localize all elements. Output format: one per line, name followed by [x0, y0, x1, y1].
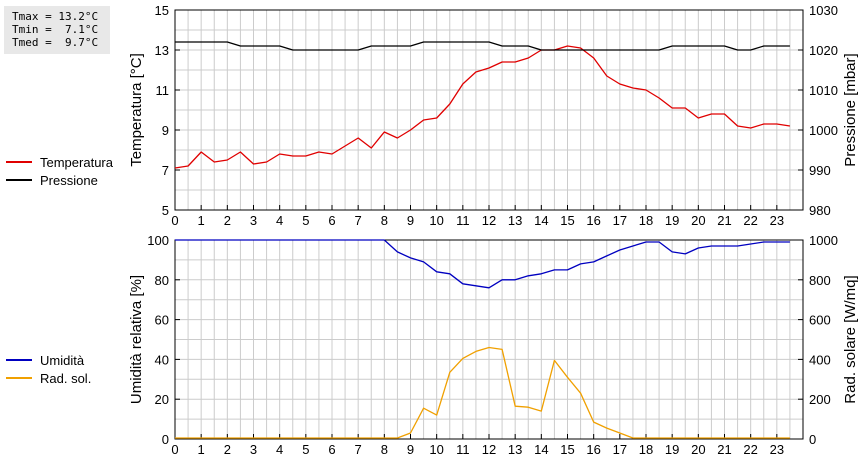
panel1-y2tick-label: 1030 — [809, 3, 838, 18]
panel1-xtick-label: 2 — [224, 213, 231, 228]
panel1-ylabel: Temperatura [°C] — [128, 53, 145, 167]
panel1-y2tick-label: 1000 — [809, 123, 838, 138]
panel1-xtick-label: 10 — [429, 213, 443, 228]
legend-item-pressione: Pressione — [6, 171, 113, 189]
panel1-ytick-label: 15 — [155, 3, 169, 18]
stats-tmax: Tmax = 13.2°C — [12, 10, 99, 23]
panel1-xtick-label: 8 — [381, 213, 388, 228]
series-line-pressione — [175, 41, 790, 51]
legend-item-umidita: Umidità — [6, 351, 91, 369]
panel2-xtick-label: 21 — [717, 442, 731, 457]
panel2-xtick-label: 22 — [743, 442, 757, 457]
panel1-y2tick-label: 1020 — [809, 43, 838, 58]
series-line-umidit — [175, 239, 790, 289]
panel2-xtick-label: 2 — [224, 442, 231, 457]
panel2-xtick-label: 0 — [171, 442, 178, 457]
panel2-xtick-label: 16 — [586, 442, 600, 457]
panel2-xtick-label: 20 — [691, 442, 705, 457]
panel1-ytick-label: 13 — [155, 43, 169, 58]
panel2-y2tick-label: 0 — [809, 432, 816, 447]
legend-swatch-radsol — [6, 377, 32, 379]
panel1-ytick-label: 11 — [156, 83, 170, 98]
panel2-xtick-label: 9 — [407, 442, 414, 457]
panel1-xtick-label: 17 — [613, 213, 627, 228]
panel2-ytick-label: 40 — [155, 352, 169, 367]
panel1-xtick-label: 3 — [250, 213, 257, 228]
panel1-ytick-label: 5 — [162, 203, 169, 218]
stats-tmed: Tmed = 9.7°C — [12, 36, 99, 49]
panel2-xtick-label: 18 — [639, 442, 653, 457]
panel2-xtick-label: 23 — [770, 442, 784, 457]
panel1-xtick-label: 20 — [691, 213, 705, 228]
panel1-xtick-label: 16 — [586, 213, 600, 228]
panel1-xtick-label: 19 — [665, 213, 679, 228]
panel1-xtick-label: 22 — [743, 213, 757, 228]
series-line-rad-sol — [175, 346, 790, 439]
panel2-ytick-label: 20 — [155, 392, 169, 407]
legend-top: Temperatura Pressione — [6, 153, 113, 189]
panel2-ytick-label: 0 — [162, 432, 169, 447]
panel2-y2tick-label: 400 — [809, 352, 831, 367]
legend-item-radsol: Rad. sol. — [6, 369, 91, 387]
panel1-xtick-label: 0 — [171, 213, 178, 228]
legend-label-umidita: Umidità — [40, 352, 85, 368]
panel1-xtick-label: 7 — [355, 213, 362, 228]
panel1-xtick-label: 4 — [276, 213, 283, 228]
panel2-xtick-label: 4 — [276, 442, 283, 457]
panel2-y2label: Rad. solare [W/mq] — [842, 275, 859, 403]
panel1-y2tick-label: 980 — [809, 203, 831, 218]
panel2-xtick-label: 12 — [482, 442, 496, 457]
panel2-xtick-label: 13 — [508, 442, 522, 457]
panel1-xtick-label: 12 — [482, 213, 496, 228]
panel2-y2tick-label: 800 — [809, 273, 831, 288]
legend-swatch-temperatura — [6, 161, 32, 163]
stats-box: Tmax = 13.2°C Tmin = 7.1°C Tmed = 9.7°C — [4, 6, 110, 54]
panel2-xtick-label: 15 — [560, 442, 574, 457]
panel2-xtick-label: 8 — [381, 442, 388, 457]
panel1-xtick-label: 14 — [534, 213, 548, 228]
panel1-xtick-label: 21 — [717, 213, 731, 228]
panel1-y2tick-label: 1010 — [809, 83, 838, 98]
panel2-xtick-label: 1 — [198, 442, 205, 457]
panel2-y2tick-label: 1000 — [809, 233, 838, 248]
panel1-y2label: Pressione [mbar] — [842, 53, 859, 166]
legend-label-pressione: Pressione — [40, 172, 98, 188]
legend-item-temperatura: Temperatura — [6, 153, 113, 171]
panel2-ylabel: Umidità relativa [%] — [128, 275, 145, 404]
panel1-xtick-label: 6 — [328, 213, 335, 228]
panel1-y2tick-label: 990 — [809, 163, 831, 178]
panel1-xtick-label: 9 — [407, 213, 414, 228]
panel1-xtick-label: 23 — [770, 213, 784, 228]
panel2-y2tick-label: 600 — [809, 313, 831, 328]
stats-tmin: Tmin = 7.1°C — [12, 23, 99, 36]
panel2-xtick-label: 10 — [429, 442, 443, 457]
panel1-ytick-label: 7 — [162, 163, 169, 178]
panel2-y2tick-label: 200 — [809, 392, 831, 407]
panel2-xtick-label: 7 — [355, 442, 362, 457]
panel2-xtick-label: 19 — [665, 442, 679, 457]
panel2-ytick-label: 80 — [155, 273, 169, 288]
series-line-temperatura — [174, 45, 790, 169]
panel2-xtick-label: 14 — [534, 442, 548, 457]
panel2-xtick-label: 3 — [250, 442, 257, 457]
legend-bottom: Umidità Rad. sol. — [6, 351, 91, 387]
panel2-xtick-label: 11 — [456, 442, 470, 457]
panel1-xtick-label: 1 — [198, 213, 205, 228]
panel1-xtick-label: 5 — [302, 213, 309, 228]
panel2-xtick-label: 5 — [302, 442, 309, 457]
panel2-ytick-label: 60 — [155, 313, 169, 328]
legend-swatch-pressione — [6, 179, 32, 181]
panel2-xtick-label: 6 — [328, 442, 335, 457]
panel1-xtick-label: 18 — [639, 213, 653, 228]
panel1-ytick-label: 9 — [162, 123, 169, 138]
panel1-xtick-label: 15 — [560, 213, 574, 228]
panel1-xtick-label: 11 — [456, 213, 470, 228]
panel1-xtick-label: 13 — [508, 213, 522, 228]
panel2-xtick-label: 17 — [613, 442, 627, 457]
panel2-ytick-label: 100 — [147, 233, 169, 248]
legend-label-temperatura: Temperatura — [40, 154, 113, 170]
legend-swatch-umidita — [6, 359, 32, 361]
legend-label-radsol: Rad. sol. — [40, 370, 92, 386]
